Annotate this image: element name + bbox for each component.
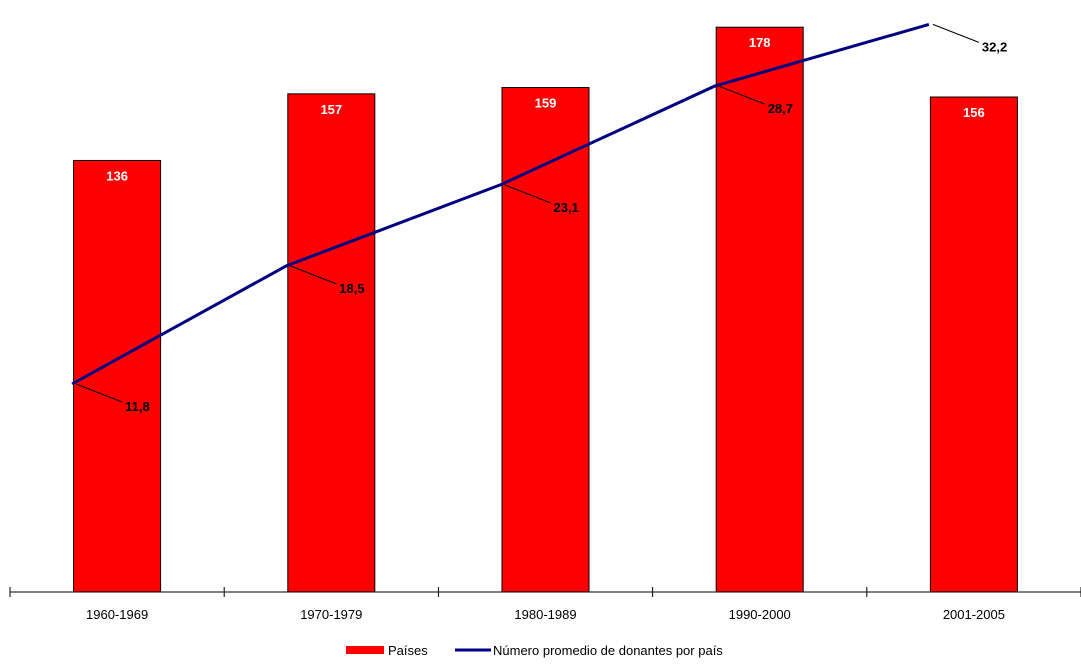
x-axis: 1960-1969 1970-1979 1980-1989 1990-2000 2001… [9,587,1081,622]
leader-line [932,23,980,43]
x-tick-label: 1960-1969 [86,607,148,622]
leader-line [504,184,551,204]
bar-1990-2000 [715,26,804,593]
bar-value-label: 157 [320,102,342,117]
leader-line [75,383,123,403]
leader-line [290,265,337,285]
legend-label-paises: Países [388,643,428,658]
bar-value-label: 136 [106,168,128,183]
bar-1980-1989 [501,86,590,593]
line-group: 11,8 18,5 23,1 28,7 32,2 [71,22,1007,414]
bar-value-label: 178 [749,35,771,50]
x-tick-label: 2001-2005 [943,607,1005,622]
line-value-label: 28,7 [768,101,793,116]
bar-value-label: 159 [535,95,557,110]
bar-2001-2005 [929,96,1018,593]
legend-label-donantes: Número promedio de donantes por país [493,643,723,658]
legend-swatch-paises [346,646,384,654]
line-value-label: 18,5 [339,281,364,296]
x-tick-label: 1970-1979 [300,607,362,622]
line-value-label: 11,8 [125,399,150,414]
bars-group: 136 157 159 178 156 [73,26,1018,593]
x-tick-label: 1990-2000 [729,607,791,622]
bar-1970-1979 [287,93,376,593]
legend: Países Número promedio de donantes por p… [346,643,723,658]
line-value-label: 23,1 [554,200,579,215]
line-series [71,22,930,386]
x-tick-label: 1980-1989 [514,607,576,622]
leader-line [718,85,765,105]
line-value-label: 32,2 [982,39,1007,54]
bar-value-label: 156 [963,105,985,120]
